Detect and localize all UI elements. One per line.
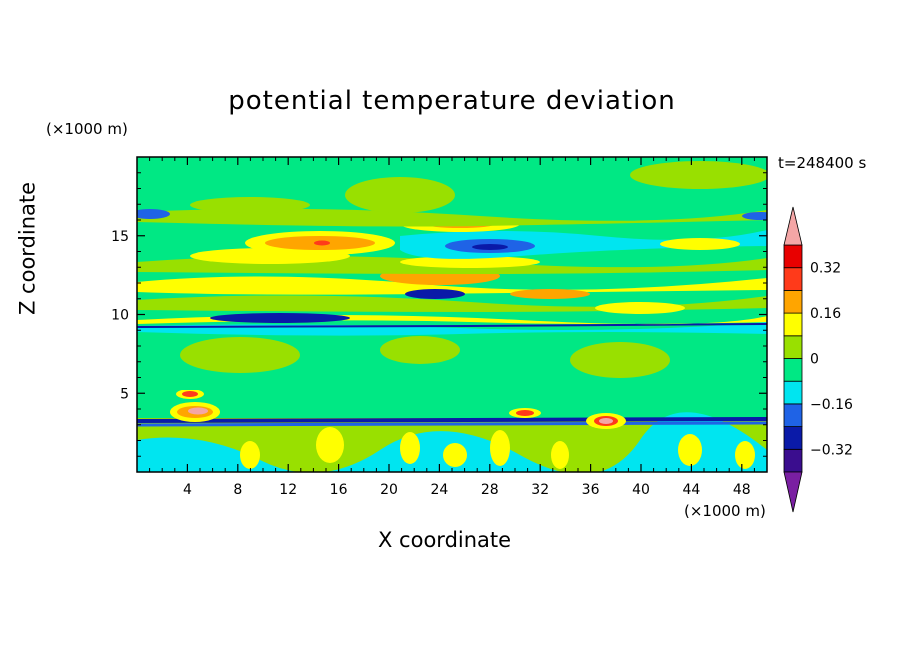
upper-band [137,208,767,227]
x-axis-unit: (×1000 m) [684,502,766,520]
colorbar-bin [783,312,803,337]
inversion-line [137,421,767,427]
warm-patch [599,418,613,424]
mid-level-patch [380,336,460,364]
x-tick-label: 12 [279,482,297,498]
cool-layer [137,209,170,219]
x-axis-label: X coordinate [378,528,512,552]
x-axis-ticks: 4 8 12 16 20 24 28 32 36 40 44 48 [149,157,755,498]
colorbar: 0.32 0.16 0 −0.16 −0.32 [783,206,853,513]
warm-plume [735,441,755,469]
y-tick-label: 10 [111,308,129,324]
y-tick-label: 5 [120,386,129,402]
colorbar-bin [783,426,803,450]
upper-band [345,177,455,213]
y-tick-label: 15 [111,229,129,245]
cool-layer [742,212,767,220]
colorbar-min-triangle [783,471,803,513]
x-tick-label: 24 [430,482,448,498]
colorbar-label: 0.16 [810,306,841,322]
tropopause-band [137,322,767,336]
mid-level-patch [180,337,300,373]
upper-band [137,276,767,295]
inversion-line [137,417,767,423]
warm-plume [443,443,467,467]
colorbar-bin [783,244,803,269]
colorbar-label: 0 [810,352,819,368]
colorbar-bin [783,335,803,359]
colorbar-bin [783,448,803,473]
contour-field [137,157,767,472]
warm-plume [316,427,344,463]
x-tick-label: 8 [233,482,242,498]
x-tick-label: 28 [481,482,499,498]
warm-patch [516,410,534,416]
boundary-cool-band [137,412,767,472]
x-tick-label: 44 [682,482,700,498]
colorbar-bin [783,380,803,405]
time-label: t=248400 s [778,154,867,172]
x-tick-label: 20 [380,482,398,498]
colorbar-max-triangle [783,206,803,246]
x-tick-label: 4 [183,482,192,498]
colorbar-bin [783,267,803,291]
x-tick-label: 32 [531,482,549,498]
x-tick-label: 36 [582,482,600,498]
x-tick-label: 40 [632,482,650,498]
upper-band [190,197,310,213]
warm-layer [660,238,740,250]
warm-plume [240,441,260,469]
colorbar-bin [783,289,803,314]
warm-core [314,240,330,246]
warm-plume [551,441,569,469]
colorbar-bin [783,403,803,427]
z-axis-unit: (×1000 m) [46,120,128,138]
warm-layer [595,302,685,314]
x-tick-label: 48 [733,482,751,498]
cool-layer [405,289,465,299]
warm-layer [510,289,590,299]
warm-patch [182,391,198,397]
cool-layer [210,313,350,323]
y-axis-ticks: 5 10 15 [111,172,767,457]
tropopause-line [137,323,767,328]
warm-plume [400,432,420,464]
warm-layer [400,256,540,268]
colorbar-bin [783,358,803,382]
mid-level-patch [570,342,670,378]
cool-core [472,244,508,250]
warm-plume [678,434,702,466]
warm-patch [188,407,208,415]
upper-band [630,161,767,189]
chart-title: potential temperature deviation [228,86,676,116]
x-tick-label: 16 [330,482,348,498]
colorbar-label: 0.32 [810,261,841,277]
warm-plume [490,430,510,466]
colorbar-label: −0.32 [810,442,853,458]
colorbar-label: −0.16 [810,397,853,413]
